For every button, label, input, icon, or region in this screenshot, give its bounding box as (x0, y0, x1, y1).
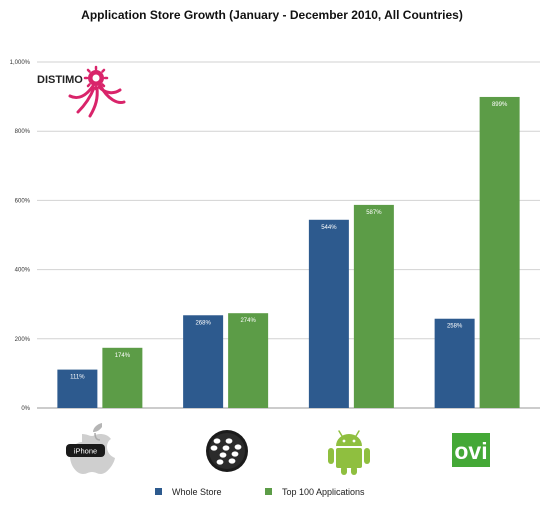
bars (57, 96, 520, 409)
bar-blackberry-whole-store (183, 315, 224, 408)
blackberry-icon (206, 430, 248, 472)
distimo-logo: DISTIMO (37, 65, 126, 118)
data-labels: 111% 174% 268% 274% 544% 587% 258% 899% (70, 102, 508, 381)
bar-android-whole-store (308, 219, 349, 408)
iphone-label: iPhone (74, 447, 97, 456)
bar-iphone-top100 (102, 347, 143, 408)
apple-iphone-icon: iPhone (66, 423, 115, 474)
legend-label-top100: Top 100 Applications (282, 487, 365, 497)
bar-blackberry-top100 (228, 313, 269, 408)
legend-swatch-whole-store (155, 488, 162, 495)
bar-iphone-whole-store (57, 369, 98, 408)
legend: Whole Store Top 100 Applications (155, 487, 365, 497)
bar-ovi-whole-store (434, 318, 475, 408)
y-tick-label: 0% (21, 406, 30, 412)
data-label: 544% (321, 225, 337, 231)
data-label: 899% (492, 102, 508, 108)
legend-swatch-top100 (265, 488, 272, 495)
data-label: 274% (240, 318, 256, 324)
data-label: 174% (115, 353, 131, 359)
bar-ovi-top100 (479, 96, 520, 409)
y-tick-label: 800% (15, 129, 31, 135)
ovi-label: ovi (454, 438, 487, 464)
data-label: 268% (195, 320, 211, 326)
logo-text: DISTIMO (37, 74, 83, 86)
y-axis: 0% 200% 400% 600% 800% 1,000% (10, 60, 31, 412)
chart-title: Application Store Growth (January - Dece… (81, 8, 463, 22)
bar-android-top100 (353, 204, 394, 408)
octopus-icon (68, 65, 126, 118)
data-label: 111% (70, 375, 85, 381)
data-label: 587% (366, 210, 382, 216)
ovi-icon: ovi (452, 433, 490, 467)
data-label: 258% (447, 324, 463, 330)
legend-label-whole-store: Whole Store (172, 487, 222, 497)
y-tick-label: 200% (15, 337, 31, 343)
y-tick-label: 1,000% (10, 60, 31, 66)
y-tick-label: 400% (15, 268, 31, 274)
android-icon (328, 430, 370, 475)
y-tick-label: 600% (15, 198, 31, 204)
